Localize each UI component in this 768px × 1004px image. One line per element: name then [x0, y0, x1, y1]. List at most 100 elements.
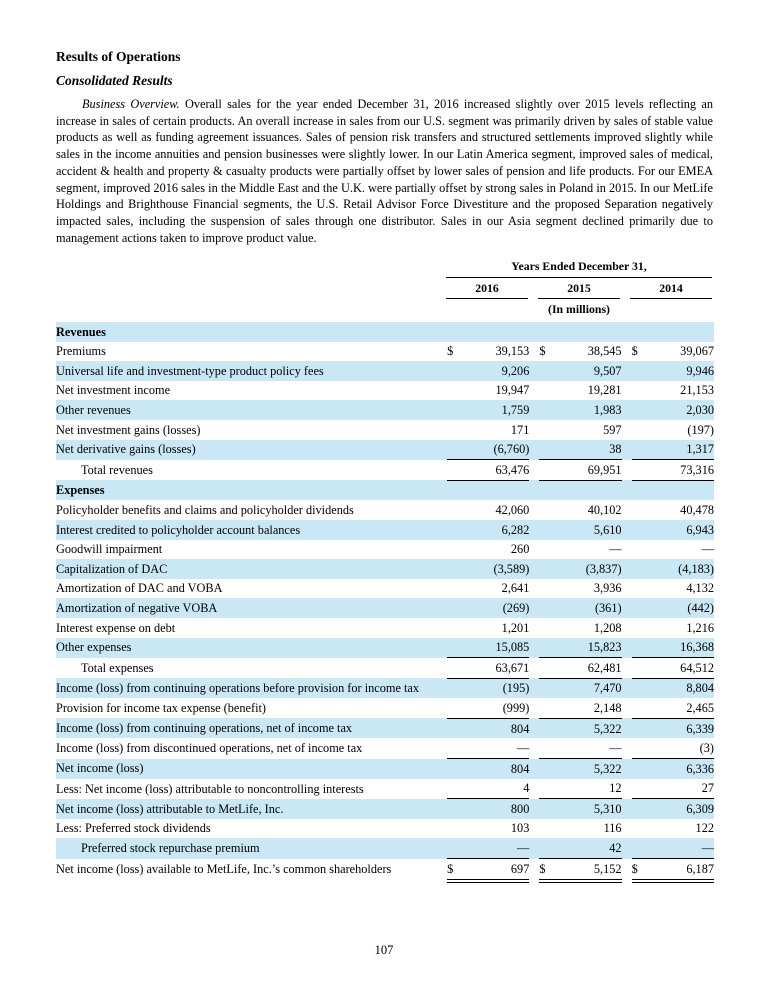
table-row: Net income (loss) attributable to MetLif…	[56, 798, 714, 819]
cell-value: 116	[603, 821, 622, 836]
dollar-sign	[539, 738, 556, 760]
dollar-sign	[447, 838, 464, 860]
dollar-sign	[447, 718, 464, 739]
column-gap	[622, 738, 632, 758]
column-gap	[529, 618, 539, 638]
table-row: Universal life and investment-type produ…	[56, 361, 714, 381]
table-header-year: 2014	[630, 278, 712, 299]
column-gap	[622, 500, 632, 520]
dollar-sign	[447, 420, 463, 440]
column-gap	[529, 540, 539, 560]
paragraph-text: Overall sales for the year ended Decembe…	[56, 97, 713, 245]
cell-value: 1,208	[593, 620, 622, 635]
column-gap	[621, 718, 632, 739]
column-gap	[529, 758, 540, 779]
table-row: Preferred stock repurchase premium — 42 —	[56, 838, 714, 860]
cell-value: 4	[463, 778, 530, 800]
cell-value: (195)	[463, 678, 530, 699]
dollar-sign	[632, 819, 648, 839]
cell-value: —	[701, 542, 714, 557]
table-row: Provision for income tax expense (benefi…	[56, 698, 714, 719]
dollar-sign	[447, 381, 463, 401]
dollar-sign	[631, 758, 648, 779]
cell-value: 1,759	[463, 400, 530, 420]
table-row: Interest expense on debt 1,201 1,208 1,216	[56, 618, 714, 638]
cell-value: 171	[510, 422, 530, 437]
table-units-label: (In millions)	[548, 302, 610, 316]
cell-value: 42	[555, 838, 622, 860]
column-gap	[621, 361, 632, 381]
table-row: Net income (loss) 804 5,322 6,336	[56, 758, 714, 779]
business-overview-paragraph: Business Overview. Overall sales for the…	[56, 96, 713, 246]
row-label: Net investment income	[56, 383, 171, 398]
cell-value: 12	[555, 778, 622, 800]
column-gap	[529, 420, 539, 440]
cell-value: 40,102	[587, 502, 622, 517]
column-gap	[621, 519, 632, 540]
cell-value: 6,282	[463, 519, 530, 540]
dollar-sign	[447, 637, 464, 659]
cell-value: 27	[647, 778, 714, 800]
table-row: Income (loss) from continuing operations…	[56, 718, 714, 739]
table-row: Net investment gains (losses) 171 597 (197)	[56, 420, 714, 440]
cell-value: —	[609, 542, 622, 557]
dollar-sign	[632, 420, 648, 440]
cell-value: 2,465	[647, 698, 714, 719]
column-gap	[529, 598, 540, 618]
cell-value: 69,951	[555, 459, 622, 481]
cell-value: 9,507	[555, 361, 622, 381]
column-gap	[529, 678, 540, 699]
column-gap	[529, 718, 540, 739]
cell-value: —	[463, 838, 530, 860]
column-gap	[529, 838, 540, 859]
column-gap	[622, 618, 632, 638]
row-label: Other revenues	[56, 400, 448, 420]
cell-value: (6,760)	[463, 439, 530, 461]
row-label: Net investment gains (losses)	[56, 422, 201, 437]
table-body: Revenues Premiums $39,153 $38,545 $39,067 Uni…	[56, 322, 714, 883]
row-label: Universal life and investment-type produ…	[56, 361, 448, 381]
dollar-sign	[631, 598, 648, 618]
column-gap	[529, 342, 539, 362]
dollar-sign	[539, 637, 556, 659]
dollar-sign	[631, 738, 648, 760]
column-gap	[621, 400, 632, 420]
dollar-sign	[447, 439, 464, 461]
dollar-sign	[631, 439, 648, 461]
column-gap	[621, 838, 632, 859]
dollar-sign	[539, 579, 555, 599]
dollar-sign	[447, 400, 464, 420]
column-gap	[529, 400, 540, 420]
column-gap	[529, 500, 539, 520]
cell-value: 7,470	[555, 678, 622, 699]
dollar-sign: $	[447, 344, 454, 359]
column-gap	[621, 678, 632, 699]
cell-value: 40,478	[680, 502, 714, 517]
row-label: Preferred stock repurchase premium	[56, 838, 448, 859]
column-gap	[529, 361, 540, 381]
row-label: Capitalization of DAC	[56, 559, 448, 579]
column-gap	[622, 698, 632, 718]
dollar-sign: $	[631, 858, 648, 883]
column-gap	[622, 420, 632, 440]
column-gap	[621, 598, 632, 618]
dollar-sign	[631, 361, 648, 381]
cell-value: (3,589)	[463, 559, 530, 579]
column-gap	[529, 859, 539, 881]
cell-value: (3)	[647, 738, 714, 760]
dollar-sign	[632, 381, 648, 401]
cell-value: 8,804	[647, 678, 714, 699]
year-gap	[528, 278, 538, 299]
dollar-sign	[447, 758, 464, 779]
dollar-sign	[539, 758, 556, 779]
table-row: Amortization of DAC and VOBA 2,641 3,936 4,…	[56, 579, 714, 599]
table-row: Net derivative gains (losses) (6,760) 38 1,…	[56, 439, 714, 461]
column-gap	[529, 738, 539, 758]
page-number: 107	[374, 943, 394, 957]
column-gap	[529, 637, 540, 658]
dollar-sign	[447, 618, 463, 638]
cell-value: (197)	[687, 422, 714, 437]
dollar-sign	[539, 519, 556, 540]
dollar-sign	[447, 778, 464, 800]
cell-value: (999)	[463, 698, 530, 719]
